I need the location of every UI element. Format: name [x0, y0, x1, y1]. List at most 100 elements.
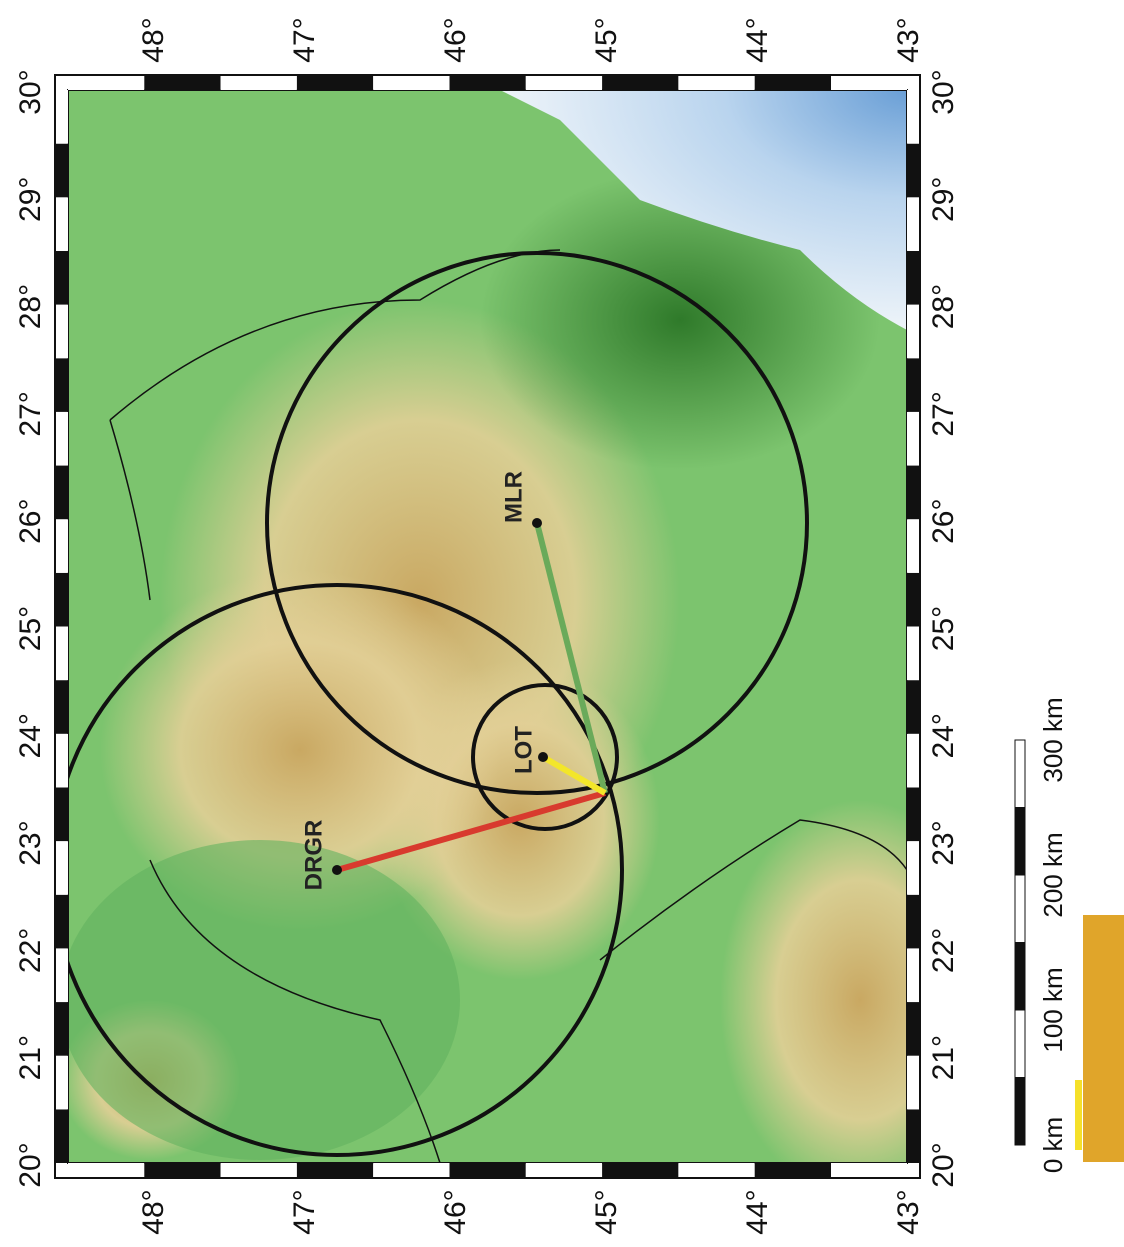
- frame-segment: [907, 627, 919, 681]
- frame-segment: [907, 1109, 919, 1163]
- frame-segment: [907, 412, 919, 466]
- scale-bar: 0 km 100 km 200 km 300 km: [1015, 697, 1068, 1173]
- lon-label: 28°: [927, 284, 960, 329]
- frame-segment: [755, 76, 831, 90]
- lat-label: 45°: [590, 1189, 623, 1234]
- frame-segment: [907, 251, 919, 305]
- frame-segment: [221, 1163, 297, 1177]
- lon-label: 29°: [14, 177, 47, 222]
- scale-label: 200 km: [1038, 832, 1068, 917]
- frame-segment: [602, 76, 678, 90]
- scale-segment: [1015, 875, 1025, 943]
- lon-label: 26°: [14, 499, 47, 544]
- lat-label: 48°: [137, 17, 170, 62]
- lon-label: 20°: [14, 1142, 47, 1187]
- frame-segment: [907, 573, 919, 627]
- station-label: DRGR: [300, 820, 327, 891]
- page: {"map": { "lon_labels": ["20°", "21°", "…: [0, 0, 1124, 1247]
- frame-segment: [907, 841, 919, 895]
- frame-segment: [450, 76, 526, 90]
- frame-segment: [373, 1163, 449, 1177]
- frame-segment: [56, 895, 68, 949]
- frame-segment: [56, 519, 68, 573]
- frame-segment: [907, 90, 919, 144]
- frame-segment: [56, 466, 68, 520]
- station-marker: [332, 865, 342, 875]
- ruler: [1083, 915, 1124, 1162]
- frame-segment: [907, 895, 919, 949]
- lon-label: 30°: [14, 69, 47, 114]
- lon-label: 23°: [14, 820, 47, 865]
- lon-label: 24°: [927, 713, 960, 758]
- lon-label: 22°: [14, 928, 47, 973]
- frame-segment: [56, 841, 68, 895]
- lat-label: 46°: [439, 17, 472, 62]
- frame-segment: [907, 734, 919, 788]
- frame-segment: [56, 251, 68, 305]
- lon-label: 27°: [927, 391, 960, 436]
- map-figure: 20°20°21°21°22°22°23°23°24°24°25°25°26°2…: [0, 0, 1124, 1247]
- frame-segment: [678, 76, 754, 90]
- frame-segment: [56, 1056, 68, 1110]
- lon-label: 21°: [14, 1035, 47, 1080]
- station-label: LOT: [510, 726, 537, 774]
- lon-label: 26°: [927, 499, 960, 544]
- scale-segment: [1015, 808, 1025, 876]
- frame-segment: [907, 305, 919, 359]
- frame-segment: [56, 358, 68, 412]
- scale-label: 100 km: [1038, 967, 1068, 1052]
- lon-label: 27°: [14, 391, 47, 436]
- frame-segment: [56, 412, 68, 466]
- frame-segment: [831, 76, 907, 90]
- frame-segment: [56, 680, 68, 734]
- ruler-mark: [1075, 1080, 1082, 1150]
- lon-label: 20°: [927, 1142, 960, 1187]
- frame-segment: [526, 1163, 602, 1177]
- frame-segment: [56, 734, 68, 788]
- frame-segment: [831, 1163, 907, 1177]
- lat-label: 44°: [741, 1189, 774, 1234]
- frame-segment: [907, 948, 919, 1002]
- frame-segment: [373, 76, 449, 90]
- frame-segment: [68, 76, 144, 90]
- frame-segment: [907, 680, 919, 734]
- frame-segment: [56, 90, 68, 144]
- frame-segment: [56, 787, 68, 841]
- frame-segment: [56, 144, 68, 198]
- lat-label: 47°: [288, 17, 321, 62]
- station-label: MLR: [500, 471, 527, 523]
- scale-label: 0 km: [1038, 1117, 1068, 1173]
- station-marker: [532, 518, 542, 528]
- lon-label: 21°: [927, 1035, 960, 1080]
- scale-label: 300 km: [1038, 697, 1068, 782]
- frame-segment: [907, 197, 919, 251]
- frame-segment: [907, 144, 919, 198]
- frame-segment: [56, 1109, 68, 1163]
- lat-label: 43°: [892, 17, 925, 62]
- frame-segment: [144, 76, 220, 90]
- frame-segment: [56, 305, 68, 359]
- lat-label: 43°: [892, 1189, 925, 1234]
- lat-label: 45°: [590, 17, 623, 62]
- frame-segment: [56, 573, 68, 627]
- lon-label: 30°: [927, 69, 960, 114]
- frame-segment: [56, 197, 68, 251]
- lon-label: 25°: [14, 606, 47, 651]
- terrain: [60, 90, 1000, 1200]
- frame-segment: [907, 358, 919, 412]
- scale-segment: [1015, 740, 1025, 808]
- lat-label: 47°: [288, 1189, 321, 1234]
- lat-label: 48°: [137, 1189, 170, 1234]
- lon-label: 23°: [927, 820, 960, 865]
- frame-segment: [907, 787, 919, 841]
- frame-segment: [144, 1163, 220, 1177]
- frame-segment: [297, 1163, 373, 1177]
- frame-segment: [297, 76, 373, 90]
- frame-segment: [56, 948, 68, 1002]
- frame-segment: [56, 1002, 68, 1056]
- lon-label: 24°: [14, 713, 47, 758]
- frame-segment: [907, 466, 919, 520]
- lat-label: 44°: [741, 17, 774, 62]
- scale-segment: [1015, 1010, 1025, 1078]
- station-marker: [538, 752, 548, 762]
